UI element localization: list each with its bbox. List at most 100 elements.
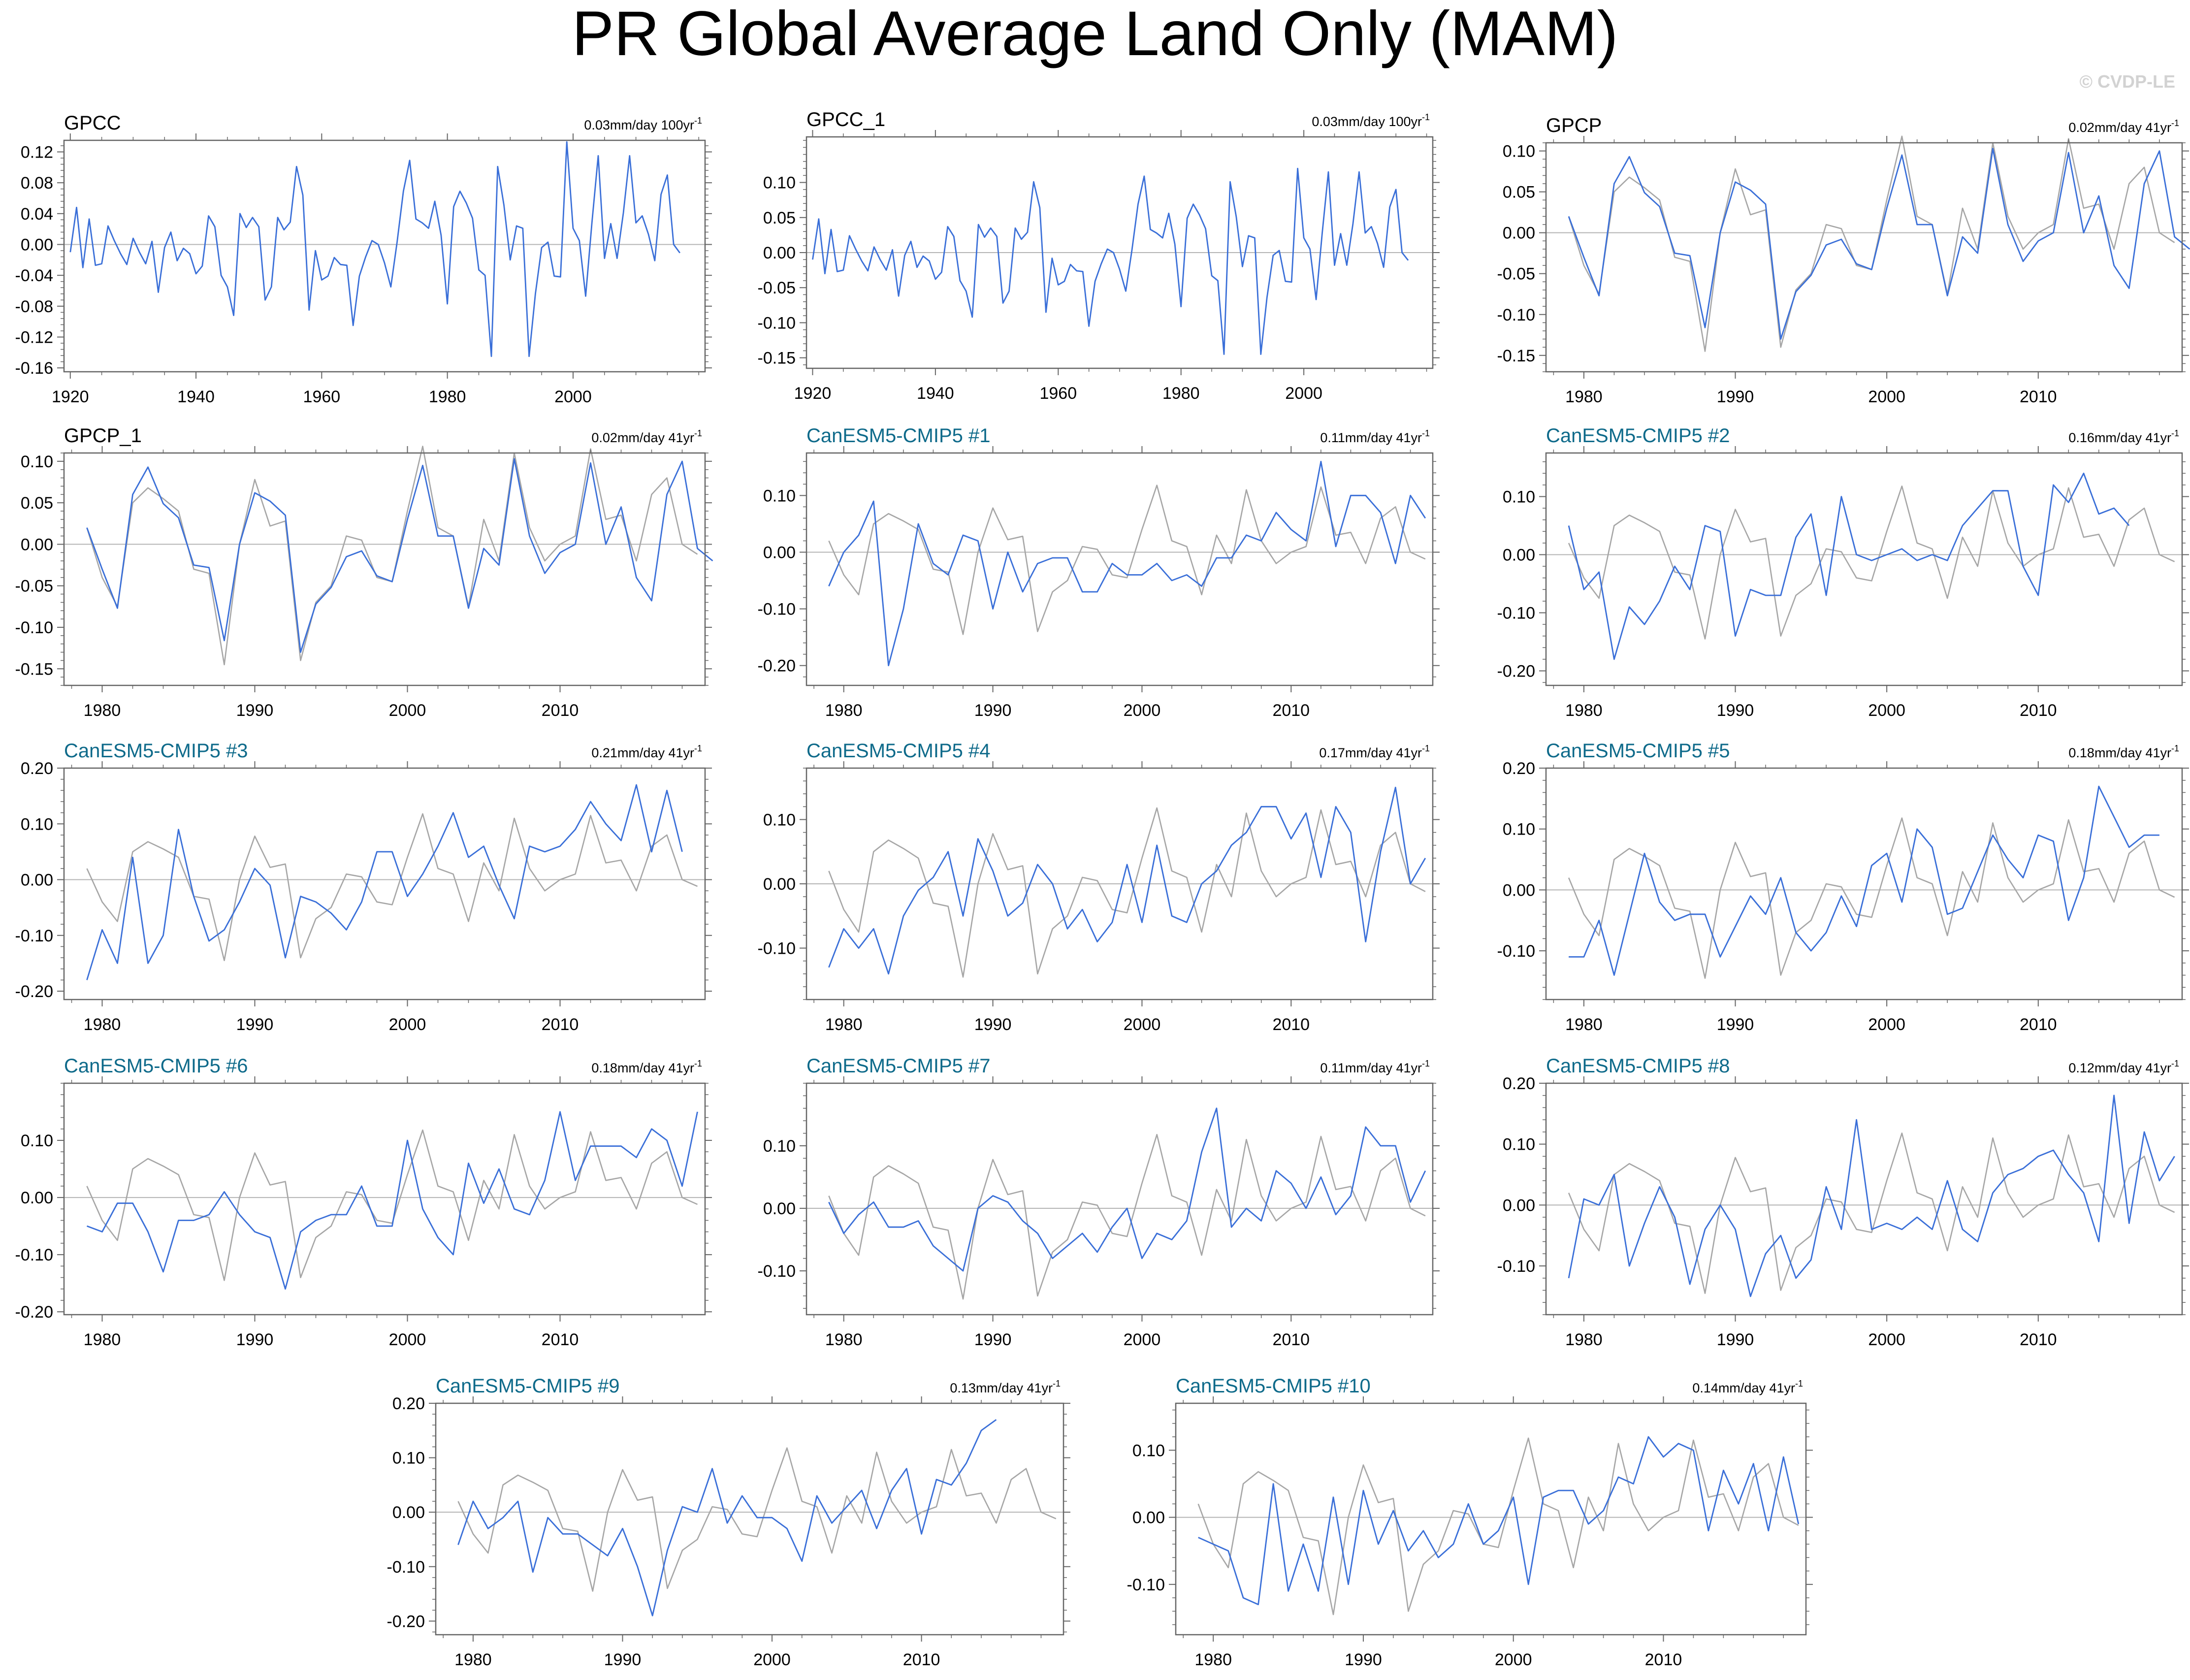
trend-value: 0.02mm/day 41yr	[2068, 120, 2171, 135]
y-tick-label: -0.10	[1497, 1257, 1536, 1276]
x-tick-label: 1940	[177, 388, 215, 406]
panel-14: CanESM5-CMIP5 #10 0.14mm/day 41yr-1 0.10 0.…	[1127, 1375, 1813, 1669]
plot-frame	[1545, 767, 2183, 1001]
x-tick-label: 1980	[429, 388, 466, 406]
x-tick-label: 2000	[389, 701, 426, 720]
trend-value: 0.03mm/day 100yr	[1312, 114, 1422, 129]
y-tick-label: 0.00	[21, 236, 53, 255]
trend-exponent: -1	[694, 428, 702, 438]
x-tick-label: 2000	[1495, 1650, 1532, 1669]
y-tick-label: 0.00	[1503, 224, 1535, 243]
reference-series-line	[828, 807, 1426, 978]
y-tick-label: 0.10	[763, 810, 796, 829]
y-tick-label: -0.20	[1497, 662, 1536, 681]
y-tick-label: -0.10	[387, 1558, 425, 1577]
x-tick-label: 2000	[554, 388, 592, 406]
panel-title: GPCC_1	[806, 109, 885, 130]
trend-value: 0.18mm/day 41yr	[2068, 745, 2171, 760]
trend-label: 0.18mm/day 41yr-1	[2068, 743, 2179, 760]
panel-title: CanESM5-CMIP5 #3	[64, 740, 248, 762]
main-series-line	[1569, 785, 2159, 976]
trend-label: 0.03mm/day 100yr-1	[1312, 112, 1430, 129]
x-tick-label: 2000	[1124, 701, 1161, 720]
y-tick-label: 0.20	[21, 759, 53, 778]
x-tick-label: 1980	[84, 1330, 121, 1349]
x-tick-label: 1990	[1717, 1015, 1754, 1034]
main-series-line	[828, 786, 1426, 975]
y-tick-label: 0.00	[21, 1189, 53, 1207]
x-tick-label: 1960	[1039, 384, 1077, 403]
x-tick-label: 1980	[825, 1015, 863, 1034]
y-tick-label: 0.05	[763, 209, 796, 227]
main-series-line	[1568, 148, 2190, 340]
y-tick-label: -0.10	[758, 314, 796, 332]
y-tick-label: 0.10	[763, 1137, 796, 1156]
y-tick-label: -0.10	[1497, 306, 1536, 324]
y-tick-label: -0.10	[758, 1262, 796, 1281]
trend-label: 0.16mm/day 41yr-1	[2068, 428, 2179, 445]
y-tick-label: 0.10	[1503, 820, 1535, 839]
x-tick-label: 1980	[454, 1650, 492, 1669]
panel-title: GPCC	[64, 112, 121, 134]
main-series-line	[812, 167, 1409, 355]
panel-title: GPCP	[1546, 115, 1602, 136]
x-tick-label: 1980	[1565, 1330, 1603, 1349]
trend-value: 0.21mm/day 41yr	[591, 745, 694, 760]
x-tick-label: 2010	[1645, 1650, 1682, 1669]
y-tick-label: -0.10	[15, 927, 54, 945]
x-tick-label: 1980	[1162, 384, 1200, 403]
x-tick-label: 2000	[1124, 1015, 1161, 1034]
reference-series-line	[1568, 485, 2175, 640]
trend-label: 0.11mm/day 41yr-1	[1320, 1059, 1430, 1075]
y-tick-label: 0.10	[763, 174, 796, 193]
x-tick-label: 2010	[2020, 701, 2057, 720]
x-tick-label: 1980	[825, 701, 863, 720]
y-tick-label: 0.00	[763, 244, 796, 262]
x-tick-label: 2010	[2020, 1015, 2057, 1034]
y-tick-label: 0.08	[21, 174, 53, 193]
x-tick-label: 1990	[236, 701, 274, 720]
panel-title: CanESM5-CMIP5 #1	[806, 425, 990, 447]
trend-label: 0.21mm/day 41yr-1	[591, 743, 702, 760]
y-tick-label: -0.05	[758, 279, 796, 297]
trend-value: 0.03mm/day 100yr	[584, 118, 694, 132]
main-title: PR Global Average Land Only (MAM)	[572, 0, 1618, 69]
panel-title: CanESM5-CMIP5 #4	[806, 740, 990, 762]
y-tick-label: -0.05	[1497, 265, 1536, 284]
y-tick-label: 0.04	[21, 205, 53, 224]
trend-exponent: -1	[1053, 1379, 1061, 1389]
y-tick-label: 0.05	[1503, 183, 1535, 202]
y-tick-label: -0.10	[758, 600, 796, 619]
y-tick-label: 0.05	[21, 494, 53, 513]
reference-series-line	[828, 485, 1426, 635]
x-tick-label: 2010	[1272, 1330, 1310, 1349]
y-tick-label: 0.00	[21, 535, 53, 554]
panel-grid: GPCC 0.03mm/day 100yr-10.120.080.040.00-0…	[15, 109, 2190, 1669]
panel-title: CanESM5-CMIP5 #9	[436, 1375, 619, 1397]
trend-label: 0.12mm/day 41yr-1	[2068, 1059, 2179, 1075]
trend-exponent: -1	[694, 743, 702, 753]
main-series-line	[86, 458, 713, 653]
plot-frame	[1545, 452, 2183, 686]
trend-value: 0.16mm/day 41yr	[2068, 430, 2171, 445]
x-tick-label: 1980	[1565, 701, 1603, 720]
y-tick-label: 0.10	[21, 1131, 53, 1150]
x-tick-label: 2000	[1868, 1330, 1905, 1349]
trend-label: 0.18mm/day 41yr-1	[591, 1059, 702, 1075]
trend-label: 0.02mm/day 41yr-1	[2068, 118, 2179, 135]
panel-4: GPCP_1 0.02mm/day 41yr-1 0.10 0.05 0.00 -0.05…	[15, 425, 713, 720]
main-series-line	[1568, 1095, 2175, 1297]
y-tick-label: 0.10	[21, 815, 53, 834]
y-tick-label: -0.10	[15, 1246, 54, 1264]
trend-label: 0.17mm/day 41yr-1	[1319, 743, 1430, 760]
x-tick-label: 1990	[974, 701, 1012, 720]
x-tick-label: 2010	[542, 1015, 579, 1034]
main-series-line	[87, 1111, 698, 1290]
panel-title: CanESM5-CMIP5 #2	[1546, 425, 1730, 447]
panel-11: CanESM5-CMIP5 #7 0.11mm/day 41yr-1 0.10 0.0…	[758, 1055, 1440, 1349]
main-series-line	[69, 141, 681, 357]
x-tick-label: 2010	[2020, 1330, 2057, 1349]
x-tick-label: 1990	[604, 1650, 642, 1669]
